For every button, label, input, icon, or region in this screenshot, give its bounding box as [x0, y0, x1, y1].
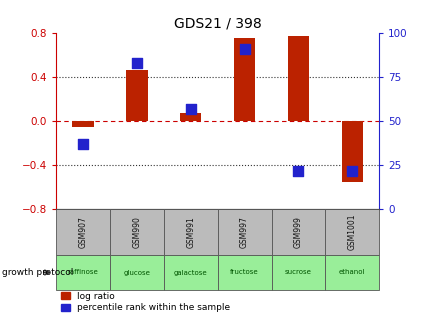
FancyBboxPatch shape	[217, 209, 271, 255]
FancyBboxPatch shape	[110, 255, 163, 290]
Title: GDS21 / 398: GDS21 / 398	[173, 16, 261, 30]
Text: growth protocol: growth protocol	[2, 268, 74, 277]
Point	[133, 60, 140, 65]
Bar	[180, 113, 201, 121]
Text: galactose: galactose	[173, 269, 207, 276]
FancyBboxPatch shape	[271, 209, 325, 255]
Text: sucrose: sucrose	[284, 269, 311, 276]
FancyBboxPatch shape	[56, 255, 110, 290]
Point	[294, 168, 301, 173]
Point	[187, 106, 194, 111]
Point	[348, 168, 355, 173]
Text: GSM991: GSM991	[186, 216, 195, 248]
Text: glucose: glucose	[123, 269, 150, 276]
FancyBboxPatch shape	[325, 209, 378, 255]
Bar	[341, 121, 362, 182]
Text: GSM907: GSM907	[78, 216, 87, 248]
Legend: log ratio, percentile rank within the sample: log ratio, percentile rank within the sa…	[60, 292, 229, 312]
Point	[241, 46, 248, 51]
Text: raffinose: raffinose	[68, 269, 98, 276]
Text: GSM1001: GSM1001	[347, 214, 356, 250]
Text: ethanol: ethanol	[338, 269, 365, 276]
Point	[80, 141, 86, 146]
Bar	[126, 70, 147, 121]
FancyBboxPatch shape	[217, 255, 271, 290]
Bar	[287, 36, 309, 121]
FancyBboxPatch shape	[271, 255, 325, 290]
Bar	[72, 121, 94, 127]
FancyBboxPatch shape	[325, 255, 378, 290]
FancyBboxPatch shape	[163, 255, 217, 290]
FancyBboxPatch shape	[110, 209, 163, 255]
FancyBboxPatch shape	[163, 209, 217, 255]
Text: GSM997: GSM997	[240, 216, 249, 248]
Text: GSM999: GSM999	[293, 216, 302, 248]
Bar	[233, 38, 255, 121]
Text: fructose: fructose	[230, 269, 258, 276]
FancyBboxPatch shape	[56, 209, 110, 255]
Text: GSM990: GSM990	[132, 216, 141, 248]
